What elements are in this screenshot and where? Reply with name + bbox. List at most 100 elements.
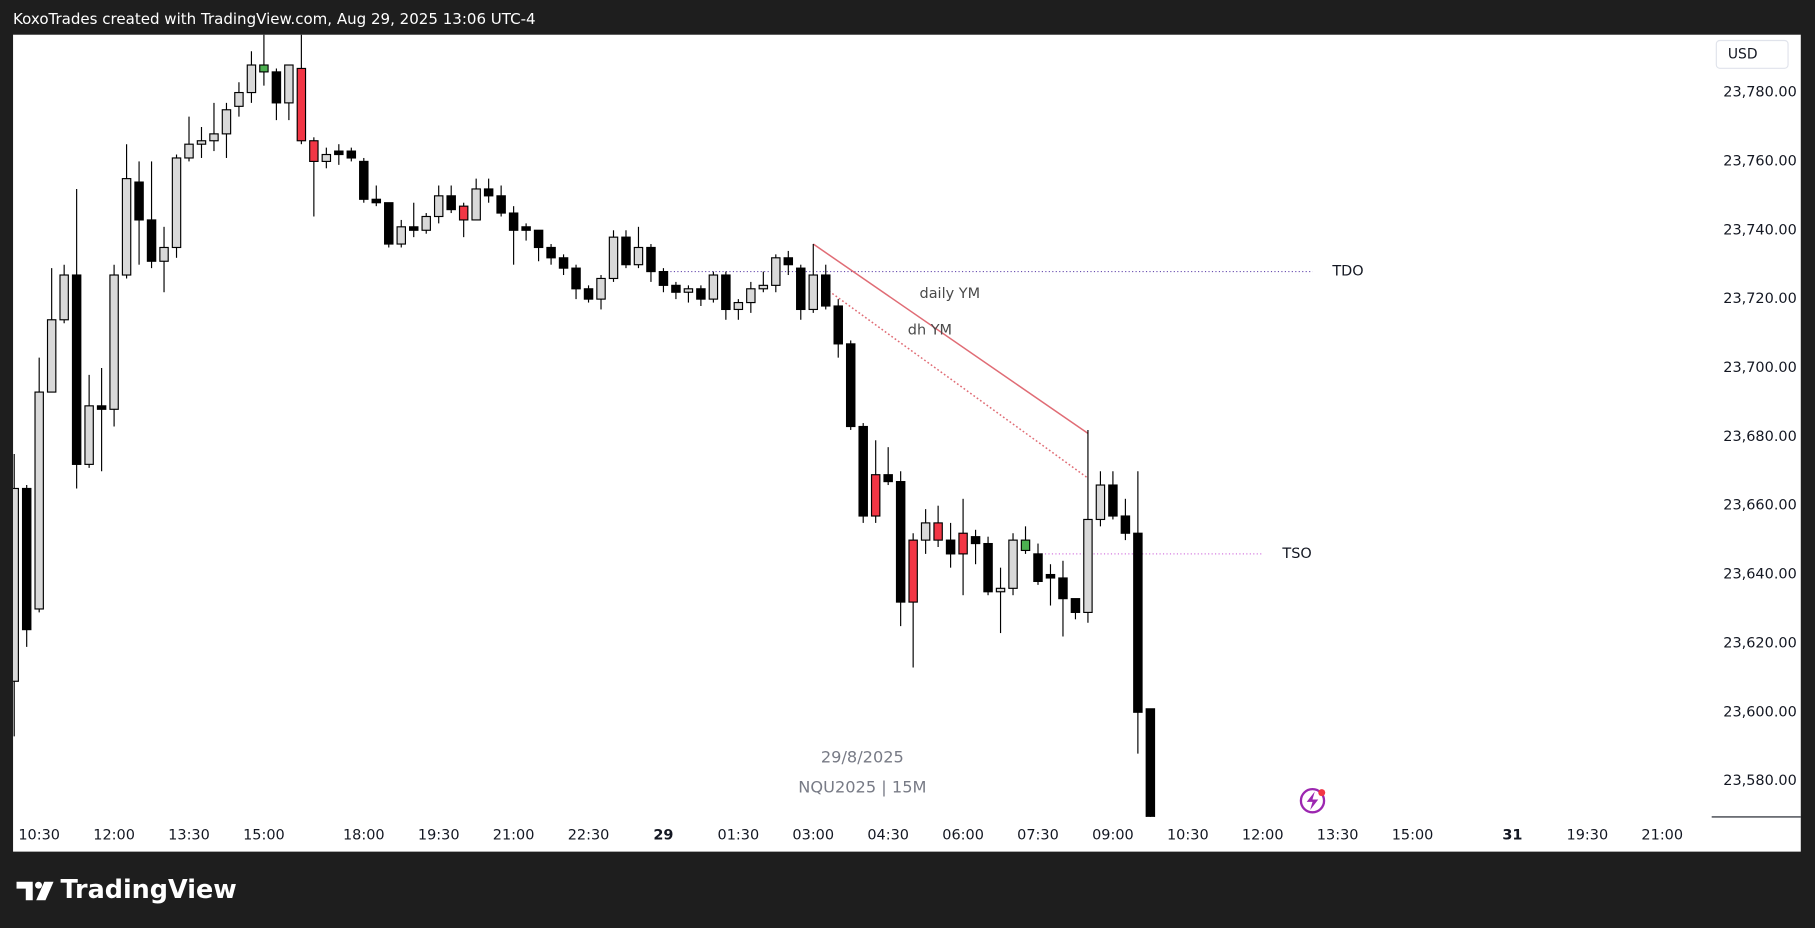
y-tick-label: 23,760.00 <box>1723 153 1797 169</box>
candle-body <box>159 246 169 262</box>
candle-body <box>821 274 831 307</box>
footer-logo: TradingView <box>16 875 237 905</box>
candle-body <box>396 226 406 245</box>
footer-logo-text: TradingView <box>60 875 236 905</box>
watermark-date: 29/8/2025 <box>821 747 904 766</box>
y-tick-label: 23,780.00 <box>1723 85 1797 101</box>
candle-body <box>571 267 581 290</box>
candle-body <box>271 71 282 104</box>
candle-body <box>1120 515 1131 534</box>
y-tick-label: 23,700.00 <box>1723 360 1797 376</box>
x-tick-label: 12:00 <box>1242 827 1284 843</box>
x-tick-label: 03:00 <box>792 827 834 843</box>
candle-body <box>321 153 332 162</box>
candle-body <box>920 522 931 541</box>
candle-body <box>234 91 244 107</box>
x-tick-label: 15:00 <box>1392 827 1434 843</box>
x-tick-label: 19:30 <box>1567 827 1609 843</box>
candle-body <box>1083 518 1093 613</box>
candle-body <box>883 474 893 483</box>
candle-body <box>995 587 1006 593</box>
x-tick-label: 07:30 <box>1017 827 1059 843</box>
candle-body <box>1033 553 1043 583</box>
candle-body <box>1145 708 1156 817</box>
candle-body <box>246 64 257 94</box>
candle-body <box>533 229 544 249</box>
candle-body <box>970 536 981 545</box>
candle-body <box>646 246 656 273</box>
x-tick-label: 13:30 <box>168 827 210 843</box>
candle-body <box>284 64 294 104</box>
x-tick-label: 22:30 <box>568 827 610 843</box>
y-tick-label: 23,660.00 <box>1723 498 1797 514</box>
y-tick-label: 23,640.00 <box>1723 567 1797 583</box>
y-tick-label: 23,720.00 <box>1723 291 1797 307</box>
candle-body <box>746 288 756 304</box>
candle-body <box>296 67 307 142</box>
candle-body <box>546 246 556 259</box>
x-tick-label: 31 <box>1502 827 1522 843</box>
candle-body <box>833 305 843 345</box>
x-tick-label: 13:30 <box>1317 827 1359 843</box>
x-tick-label: 18:00 <box>343 827 385 843</box>
candle-body <box>221 109 232 135</box>
trend-line <box>825 288 1089 479</box>
candle-body <box>845 343 856 428</box>
x-tick-label: 21:00 <box>493 827 535 843</box>
lightning-icon[interactable] <box>1299 787 1326 814</box>
currency-box <box>1715 39 1789 69</box>
candle-body <box>671 284 681 293</box>
candle-body <box>483 188 494 197</box>
candle-body <box>496 195 506 214</box>
candle-body <box>945 539 956 555</box>
trend-label: daily YM <box>920 286 981 302</box>
candle-body <box>109 274 119 410</box>
candle-body <box>870 474 881 517</box>
candle-body <box>1045 573 1056 579</box>
candle-body <box>683 288 694 293</box>
candle-body <box>446 195 456 211</box>
candle-body <box>84 405 94 465</box>
x-tick-label: 15:00 <box>243 827 285 843</box>
candle-body <box>708 274 719 300</box>
candle-body <box>184 143 194 159</box>
y-tick-label: 23,580.00 <box>1723 773 1797 789</box>
candle-body <box>46 319 57 393</box>
candle-body <box>783 257 794 266</box>
candle-body <box>196 140 207 145</box>
level-label: TSO <box>1281 546 1311 562</box>
candle-body <box>958 532 968 555</box>
candle-body <box>596 277 606 300</box>
candle-body <box>209 133 219 142</box>
candle-body <box>346 150 357 159</box>
candle-body <box>96 405 107 410</box>
x-tick-label: 04:30 <box>867 827 909 843</box>
axes: 23,580.00 23,600.00 23,620.00 23,640.00 23,6… <box>18 85 1796 844</box>
candle-body <box>359 160 369 200</box>
header-text: KoxoTrades created with TradingView.com,… <box>13 10 536 28</box>
candle-body <box>1070 598 1081 613</box>
candle-body <box>758 284 769 290</box>
candle-body <box>1008 539 1018 589</box>
candle-body <box>34 391 44 610</box>
chart-area <box>13 34 1801 852</box>
candle-body <box>21 487 32 631</box>
candle-body <box>583 288 594 300</box>
candle-body <box>421 215 431 231</box>
candle-body <box>458 205 469 221</box>
candle-body <box>808 274 819 311</box>
candle-body <box>508 212 519 231</box>
candle-body <box>121 178 132 276</box>
candle-body <box>771 257 781 286</box>
x-tick-label: 19:30 <box>418 827 460 843</box>
level-label: TDO <box>1331 264 1363 280</box>
x-tick-label: 21:00 <box>1641 827 1683 843</box>
candle-body <box>895 481 906 603</box>
x-tick-label: 01:30 <box>718 827 760 843</box>
x-tick-label: 12:00 <box>93 827 135 843</box>
watermark-symbol: NQU2025 | 15M <box>798 777 926 796</box>
x-tick-label: 10:30 <box>18 827 60 843</box>
candle-body <box>733 301 744 311</box>
candle-body <box>309 140 319 162</box>
candle-body <box>983 542 993 593</box>
